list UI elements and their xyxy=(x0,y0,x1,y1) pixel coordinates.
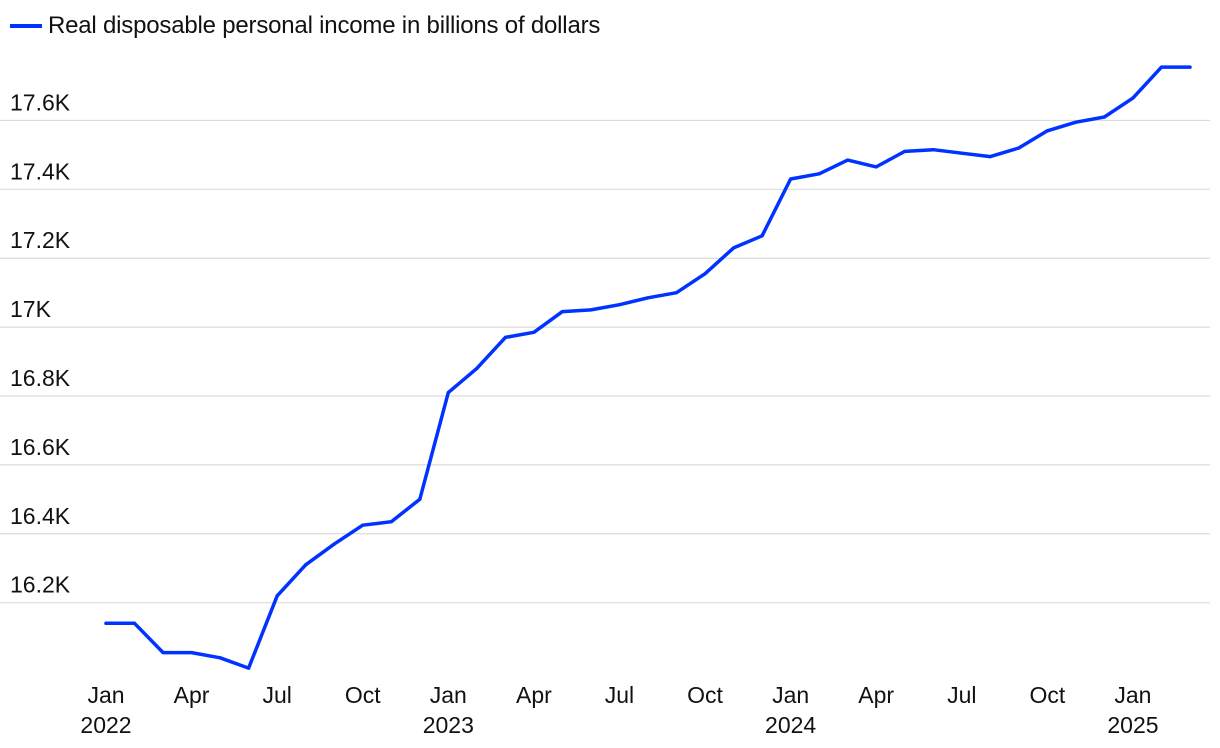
data-point xyxy=(1188,65,1192,69)
y-tick-label: 16.4K xyxy=(10,503,71,529)
x-tick-year-label: 2022 xyxy=(80,712,131,738)
data-point xyxy=(703,272,707,276)
legend-swatch xyxy=(10,24,42,28)
y-tick-label: 17K xyxy=(10,296,52,322)
legend-label: Real disposable personal income in billi… xyxy=(48,12,601,39)
data-point xyxy=(960,151,964,155)
data-point xyxy=(1159,65,1164,69)
data-point xyxy=(589,308,593,312)
legend: Real disposable personal income in billi… xyxy=(10,12,600,40)
x-tick-label: Apr xyxy=(858,682,894,708)
x-tick-label: Jan xyxy=(772,682,809,708)
data-point xyxy=(617,303,622,307)
data-point xyxy=(532,330,536,334)
data-point xyxy=(475,366,479,371)
data-point xyxy=(646,296,650,300)
data-point xyxy=(1131,96,1135,100)
x-tick-label: Jul xyxy=(262,682,291,708)
x-tick-label: Oct xyxy=(1029,682,1065,708)
data-point xyxy=(931,148,935,152)
x-tick-label: Apr xyxy=(174,682,210,708)
x-tick-label: Apr xyxy=(516,682,552,708)
x-tick-label: Jul xyxy=(605,682,634,708)
x-tick-label: Jan xyxy=(430,682,467,708)
x-tick-label: Jul xyxy=(947,682,976,708)
data-point xyxy=(903,149,907,154)
data-point xyxy=(218,656,222,660)
data-point xyxy=(1074,120,1078,124)
data-point xyxy=(560,310,565,314)
x-tick-label: Jan xyxy=(1114,682,1151,708)
data-point xyxy=(361,523,365,527)
data-point xyxy=(874,165,878,169)
data-point xyxy=(189,651,194,655)
data-point xyxy=(1017,146,1021,150)
y-tick-label: 16.6K xyxy=(10,434,71,460)
x-tick-label: Oct xyxy=(687,682,723,708)
data-point xyxy=(275,594,279,598)
data-point xyxy=(132,621,137,625)
data-point xyxy=(731,246,736,250)
data-point xyxy=(1045,129,1049,133)
data-point xyxy=(760,234,764,238)
data-point xyxy=(446,390,450,395)
data-point xyxy=(389,520,393,524)
data-point xyxy=(247,666,251,670)
y-tick-label: 17.6K xyxy=(10,89,71,115)
y-tick-label: 17.2K xyxy=(10,227,71,253)
data-point xyxy=(161,651,165,655)
data-point xyxy=(1102,115,1107,119)
data-point xyxy=(503,335,507,340)
data-point xyxy=(988,155,992,159)
data-point xyxy=(418,497,422,501)
x-tick-year-label: 2023 xyxy=(423,712,474,738)
data-point xyxy=(789,177,793,181)
data-point xyxy=(674,291,679,295)
y-tick-label: 17.4K xyxy=(10,158,71,184)
data-point xyxy=(332,542,336,546)
data-point xyxy=(304,563,308,567)
y-tick-label: 16.2K xyxy=(10,572,71,598)
data-point xyxy=(846,158,850,162)
series-line xyxy=(104,65,1192,670)
y-tick-label: 16.8K xyxy=(10,365,71,391)
x-tick-year-label: 2025 xyxy=(1107,712,1158,738)
x-tick-year-label: 2024 xyxy=(765,712,816,738)
x-tick-label: Jan xyxy=(87,682,124,708)
data-point xyxy=(817,172,821,176)
x-tick-label: Oct xyxy=(345,682,381,708)
data-point xyxy=(104,621,108,625)
